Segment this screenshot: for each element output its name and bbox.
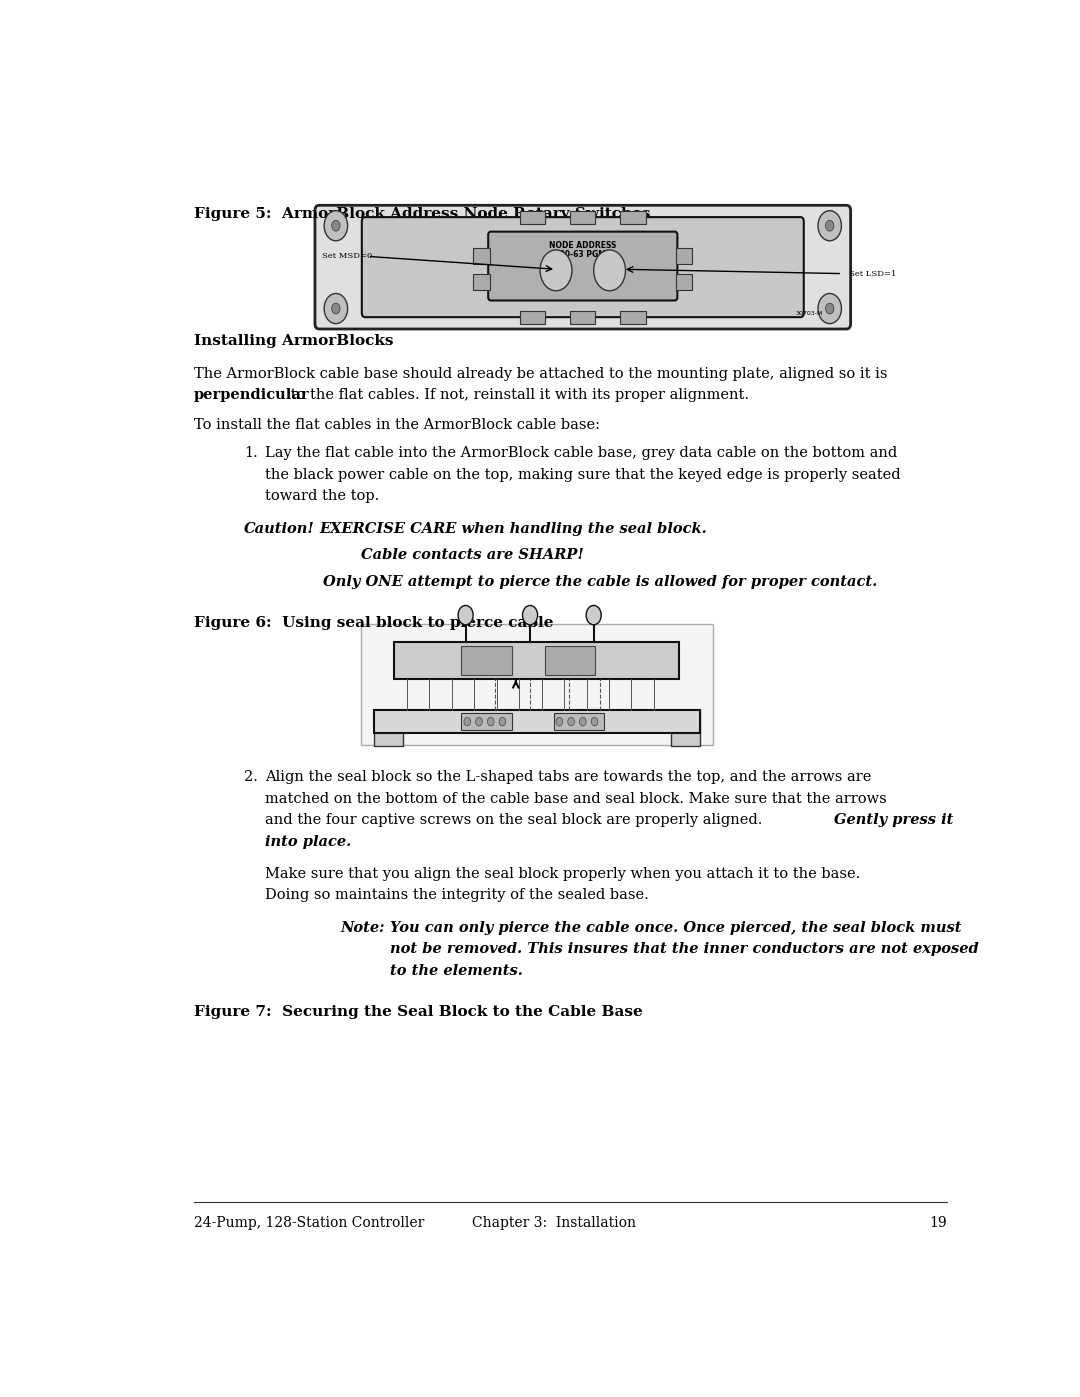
Circle shape bbox=[818, 211, 841, 240]
Text: Caution!: Caution! bbox=[244, 521, 314, 535]
FancyBboxPatch shape bbox=[521, 310, 545, 324]
Text: perpendicular: perpendicular bbox=[193, 388, 309, 402]
Text: The ArmorBlock cable base should already be attached to the mounting plate, alig: The ArmorBlock cable base should already… bbox=[193, 366, 887, 380]
Text: and the four captive screws on the seal block are properly aligned.: and the four captive screws on the seal … bbox=[265, 813, 767, 827]
Text: EXERCISE CARE when handling the seal block.: EXERCISE CARE when handling the seal blo… bbox=[320, 521, 707, 535]
Text: Align the seal block so the L-shaped tabs are towards the top, and the arrows ar: Align the seal block so the L-shaped tab… bbox=[265, 770, 872, 784]
Text: NODE ADDRESS: NODE ADDRESS bbox=[549, 242, 617, 250]
Circle shape bbox=[586, 605, 602, 624]
Text: 1.: 1. bbox=[244, 446, 257, 460]
Text: 19: 19 bbox=[929, 1217, 947, 1231]
Circle shape bbox=[332, 303, 340, 314]
Text: Set MSD=0: Set MSD=0 bbox=[322, 253, 372, 260]
FancyBboxPatch shape bbox=[488, 232, 677, 300]
Text: Note:: Note: bbox=[340, 921, 384, 935]
Text: MSD: MSD bbox=[549, 285, 564, 291]
FancyBboxPatch shape bbox=[521, 211, 545, 224]
FancyBboxPatch shape bbox=[554, 712, 604, 731]
Circle shape bbox=[540, 250, 572, 291]
Text: Figure 6:  Using seal block to pierce cable: Figure 6: Using seal block to pierce cab… bbox=[193, 616, 553, 630]
Circle shape bbox=[818, 293, 841, 324]
FancyBboxPatch shape bbox=[461, 647, 512, 675]
Circle shape bbox=[591, 717, 598, 726]
FancyBboxPatch shape bbox=[394, 643, 679, 679]
FancyBboxPatch shape bbox=[362, 217, 804, 317]
Circle shape bbox=[324, 211, 348, 240]
Text: Doing so maintains the integrity of the sealed base.: Doing so maintains the integrity of the … bbox=[265, 888, 648, 902]
Circle shape bbox=[825, 221, 834, 231]
FancyBboxPatch shape bbox=[671, 710, 700, 746]
Text: to the flat cables. If not, reinstall it with its proper alignment.: to the flat cables. If not, reinstall it… bbox=[285, 388, 748, 402]
Circle shape bbox=[458, 605, 473, 624]
Circle shape bbox=[580, 717, 586, 726]
Circle shape bbox=[568, 717, 575, 726]
FancyBboxPatch shape bbox=[473, 247, 490, 264]
Circle shape bbox=[487, 717, 494, 726]
FancyBboxPatch shape bbox=[361, 623, 713, 745]
Text: Only ONE attempt to pierce the cable is allowed for proper contact.: Only ONE attempt to pierce the cable is … bbox=[323, 576, 878, 590]
Text: into place.: into place. bbox=[265, 834, 351, 848]
Text: Chapter 3:  Installation: Chapter 3: Installation bbox=[472, 1217, 635, 1231]
FancyBboxPatch shape bbox=[676, 274, 692, 289]
FancyBboxPatch shape bbox=[374, 710, 700, 733]
Text: You can only pierce the cable once. Once pierced, the seal block must: You can only pierce the cable once. Once… bbox=[390, 921, 962, 935]
Circle shape bbox=[499, 717, 505, 726]
Text: Set LSD=1: Set LSD=1 bbox=[849, 270, 896, 278]
FancyBboxPatch shape bbox=[620, 211, 646, 224]
FancyBboxPatch shape bbox=[374, 710, 403, 746]
Text: Make sure that you align the seal block properly when you attach it to the base.: Make sure that you align the seal block … bbox=[265, 868, 860, 882]
Text: LSD: LSD bbox=[603, 285, 617, 291]
FancyBboxPatch shape bbox=[545, 647, 595, 675]
FancyBboxPatch shape bbox=[461, 712, 512, 731]
Text: Figure 7:  Securing the Seal Block to the Cable Base: Figure 7: Securing the Seal Block to the… bbox=[193, 1004, 643, 1018]
Circle shape bbox=[464, 717, 471, 726]
Text: to the elements.: to the elements. bbox=[390, 964, 523, 978]
Text: Figure 5:  ArmorBlock Address Node Rotary Switches: Figure 5: ArmorBlock Address Node Rotary… bbox=[193, 207, 650, 222]
Circle shape bbox=[825, 303, 834, 314]
Text: 24-Pump, 128-Station Controller: 24-Pump, 128-Station Controller bbox=[193, 1217, 424, 1231]
Text: toward the top.: toward the top. bbox=[265, 489, 379, 503]
Text: 30703-M: 30703-M bbox=[796, 312, 823, 316]
Circle shape bbox=[324, 293, 348, 324]
FancyBboxPatch shape bbox=[570, 310, 595, 324]
Text: To install the flat cables in the ArmorBlock cable base:: To install the flat cables in the ArmorB… bbox=[193, 418, 599, 432]
Text: Cable contacts are SHARP!: Cable contacts are SHARP! bbox=[361, 549, 583, 563]
FancyBboxPatch shape bbox=[570, 211, 595, 224]
Circle shape bbox=[523, 605, 538, 624]
Text: matched on the bottom of the cable base and seal block. Make sure that the arrow: matched on the bottom of the cable base … bbox=[265, 792, 887, 806]
Text: the black power cable on the top, making sure that the keyed edge is properly se: the black power cable on the top, making… bbox=[265, 468, 901, 482]
Text: 2.: 2. bbox=[244, 770, 258, 784]
FancyBboxPatch shape bbox=[676, 247, 692, 264]
Circle shape bbox=[475, 717, 483, 726]
FancyBboxPatch shape bbox=[315, 205, 851, 330]
FancyBboxPatch shape bbox=[620, 310, 646, 324]
Text: Lay the flat cable into the ArmorBlock cable base, grey data cable on the bottom: Lay the flat cable into the ArmorBlock c… bbox=[265, 446, 897, 460]
Circle shape bbox=[556, 717, 563, 726]
Text: Gently press it: Gently press it bbox=[834, 813, 954, 827]
Text: (00-63 PGM): (00-63 PGM) bbox=[556, 250, 609, 258]
Circle shape bbox=[332, 221, 340, 231]
Text: not be removed. This insures that the inner conductors are not exposed: not be removed. This insures that the in… bbox=[390, 942, 980, 956]
FancyBboxPatch shape bbox=[473, 274, 490, 289]
Text: Installing ArmorBlocks: Installing ArmorBlocks bbox=[193, 334, 393, 348]
Circle shape bbox=[594, 250, 625, 291]
